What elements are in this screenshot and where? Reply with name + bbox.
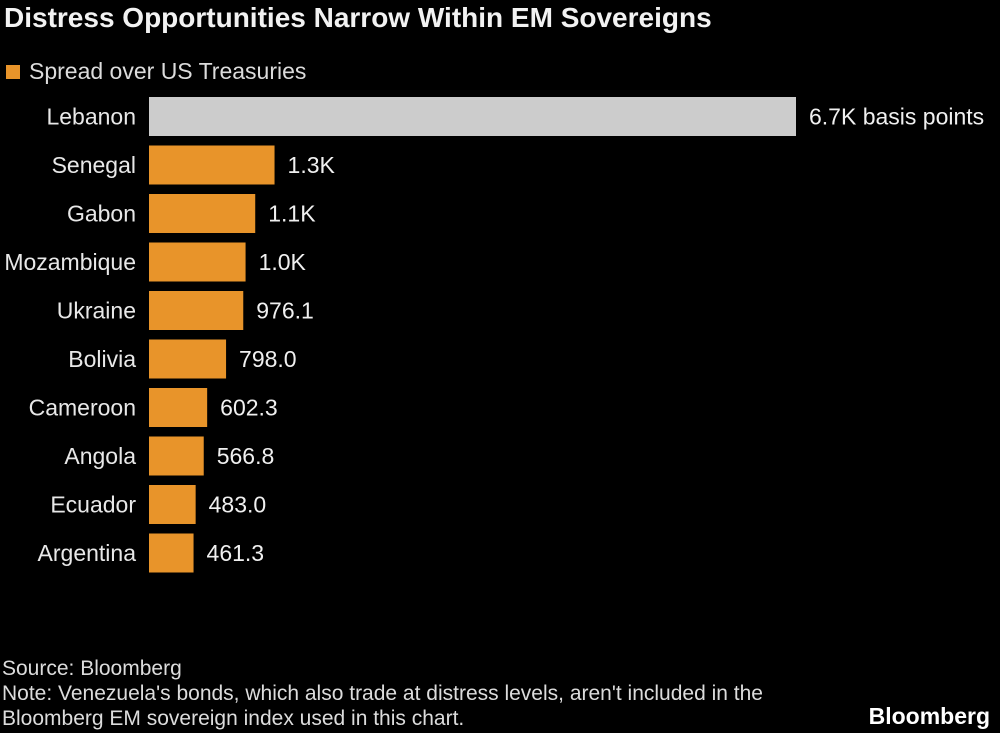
value-label-lebanon: 6.7K basis points <box>809 104 984 130</box>
bar-ukraine <box>149 291 244 330</box>
category-label-ukraine: Ukraine <box>57 298 136 324</box>
bloomberg-logo: Bloomberg <box>868 703 990 729</box>
bar-ecuador <box>149 485 196 524</box>
category-label-cameroon: Cameroon <box>29 395 136 421</box>
value-label-bolivia: 798.0 <box>239 346 297 372</box>
bar-angola <box>149 436 204 476</box>
value-label-angola: 566.8 <box>217 443 275 469</box>
chart-title: Distress Opportunities Narrow Within EM … <box>4 2 712 33</box>
category-label-lebanon: Lebanon <box>46 104 136 130</box>
source-text: Source: Bloomberg <box>2 657 182 680</box>
legend-swatch <box>6 64 20 79</box>
category-label-bolivia: Bolivia <box>68 346 136 372</box>
bar-mozambique <box>149 242 246 282</box>
legend-label: Spread over US Treasuries <box>29 58 307 84</box>
value-label-gabon: 1.1K <box>268 201 316 227</box>
category-label-angola: Angola <box>64 443 136 469</box>
bar-cameroon <box>149 388 208 427</box>
bar-argentina <box>149 533 194 573</box>
bar-lebanon <box>149 97 796 136</box>
category-label-gabon: Gabon <box>67 201 136 227</box>
bar-senegal <box>149 145 275 185</box>
value-label-mozambique: 1.0K <box>259 249 307 275</box>
category-label-senegal: Senegal <box>52 152 136 178</box>
value-label-argentina: 461.3 <box>207 540 265 566</box>
value-label-ukraine: 976.1 <box>256 298 314 324</box>
value-label-cameroon: 602.3 <box>220 395 278 421</box>
category-label-ecuador: Ecuador <box>50 492 136 518</box>
bar-bolivia <box>149 339 227 379</box>
note-text: Note: Venezuela's bonds, which also trad… <box>2 682 763 730</box>
value-label-senegal: 1.3K <box>288 152 336 178</box>
legend: Spread over US Treasuries <box>6 58 306 85</box>
category-label-mozambique: Mozambique <box>4 249 136 275</box>
value-label-ecuador: 483.0 <box>209 492 267 518</box>
category-label-argentina: Argentina <box>38 540 137 566</box>
bar-gabon <box>149 194 256 233</box>
